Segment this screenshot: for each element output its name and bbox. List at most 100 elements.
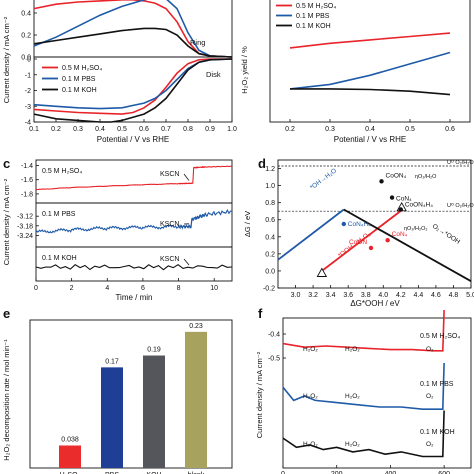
panel-letter-f: f bbox=[258, 306, 263, 321]
d-point bbox=[389, 195, 395, 200]
e-frame bbox=[29, 319, 233, 469]
d-point-label: CoON₄ bbox=[386, 172, 407, 179]
d-point-label: CoN₄H₄ bbox=[348, 221, 371, 228]
disk-legend-label: 0.1 M PBS bbox=[62, 76, 96, 83]
d-point bbox=[368, 245, 374, 251]
panel-e: 0.038 H₂SO₄ 0.17 PBS 0.19 KOH 0.23 blank H₂O₂ de… bbox=[2, 306, 233, 474]
disk-legend-label: 0.5 M H₂SO₄ bbox=[62, 65, 102, 72]
d-triangle bbox=[316, 267, 328, 277]
ring-series-0 bbox=[33, 0, 233, 58]
a-xtick-label: 0.3 bbox=[73, 126, 83, 133]
d-xtick-label: 3.6 bbox=[343, 292, 353, 299]
d-xtick-label: 4.4 bbox=[413, 292, 423, 299]
a-xtick-label: 0.5 bbox=[117, 126, 127, 133]
ring-tick-label: 0.4 bbox=[21, 11, 31, 18]
ring-label: Ring bbox=[190, 38, 205, 47]
c-xtick-label: 4 bbox=[105, 285, 109, 292]
d-ytick-label: 1.2 bbox=[265, 166, 275, 173]
ring-frame bbox=[33, 0, 233, 58]
b-series-2 bbox=[290, 88, 451, 96]
e-bar-label: 0.19 bbox=[147, 347, 161, 354]
d-xtick-label: 3.8 bbox=[361, 292, 371, 299]
a-xtick-label: 0.4 bbox=[95, 126, 105, 133]
d-xtick-label: 3.2 bbox=[308, 292, 318, 299]
ring-tick-label: 0.0 bbox=[21, 55, 31, 62]
d-xtick-label: 3.0 bbox=[291, 292, 301, 299]
c-ytick-label: -3.12 bbox=[17, 214, 33, 221]
f-xtick-label: 0 bbox=[281, 471, 285, 474]
d-point bbox=[379, 179, 384, 184]
d-xtick-label: 4.0 bbox=[378, 292, 388, 299]
d-point-label: CoON₄H₄ bbox=[405, 201, 433, 208]
panel-f: 0.5 M H₂SO₄ -0.4 -0.5 H₂O₂ H₂O₂ O₂ 0.1 M PBS H₂… bbox=[255, 306, 472, 474]
d-annot: ηO₂/H₂O bbox=[415, 174, 437, 180]
e-category-label: blank bbox=[188, 472, 205, 474]
d-annot: *OH→H₂O bbox=[309, 167, 338, 191]
f-ytick-label: -0.5 bbox=[268, 356, 280, 363]
d-ytick-label: 1.0 bbox=[265, 183, 275, 190]
disk-series-2 bbox=[33, 58, 233, 123]
a-xtick-label: 0.9 bbox=[205, 126, 215, 133]
panel-letter-e: e bbox=[3, 306, 10, 321]
c-sub-label: 0.5 M H₂SO₄ bbox=[42, 168, 82, 175]
d-ytick-label: 0.8 bbox=[265, 200, 275, 207]
c-annot-arrow bbox=[183, 173, 190, 181]
panel-letter-d: d bbox=[258, 156, 266, 171]
panel-letter-c: c bbox=[3, 156, 10, 171]
f-sub-label: 0.5 M H₂SO₄ bbox=[420, 333, 460, 340]
f-annot: H₂O₂ bbox=[303, 346, 318, 353]
disk-tick-label: -4 bbox=[25, 120, 31, 127]
e-bar-label: 0.17 bbox=[105, 358, 119, 365]
e-category-label: PBS bbox=[105, 472, 119, 474]
d-point-label: CoN₄ bbox=[392, 231, 408, 238]
d-xlabel: ΔG*OOH / eV bbox=[350, 299, 400, 308]
b-legend-label: 0.1 M KOH bbox=[296, 23, 331, 30]
d-point bbox=[398, 207, 404, 212]
disk-tick-label: -1 bbox=[25, 72, 31, 79]
f-annot: O₂ bbox=[426, 393, 434, 400]
a-xtick-label: 0.6 bbox=[139, 126, 149, 133]
b-xtick-label: 0.4 bbox=[365, 126, 375, 133]
c-annot: KSCN bbox=[160, 171, 179, 178]
f-annot: H₂O₂ bbox=[303, 441, 318, 448]
b-xtick-label: 0.6 bbox=[445, 126, 455, 133]
d-annot: *OOH→H₂O₂ bbox=[337, 230, 372, 259]
f-annot: H₂O₂ bbox=[345, 393, 360, 400]
d-ytick-label: 0.4 bbox=[265, 234, 275, 241]
e-bar bbox=[185, 331, 207, 468]
disk-tick-label: -2 bbox=[25, 88, 31, 95]
b-xtick-label: 0.2 bbox=[285, 126, 295, 133]
f-series-2 bbox=[282, 410, 445, 458]
e-bar bbox=[59, 445, 81, 468]
disk-frame bbox=[33, 56, 233, 123]
c-xtick-label: 0 bbox=[34, 285, 38, 292]
d-xtick-label: 5.0 bbox=[466, 292, 474, 299]
d-ytick-label: 0.0 bbox=[265, 268, 275, 275]
c-xtick-label: 2 bbox=[70, 285, 74, 292]
f-annot: H₂O₂ bbox=[303, 393, 318, 400]
f-annot: H₂O₂ bbox=[345, 346, 360, 353]
f-series-0 bbox=[282, 309, 445, 352]
c-annot: KSCN bbox=[160, 256, 179, 263]
c-ytick-label: -1.8 bbox=[21, 191, 33, 198]
f-annot: H₂O₂ bbox=[345, 441, 360, 448]
b-series-0 bbox=[289, 32, 451, 49]
b-legend-label: 0.1 M PBS bbox=[296, 13, 330, 20]
e-bar-label: 0.23 bbox=[189, 323, 203, 330]
d-black-line bbox=[343, 208, 472, 282]
d-xtick-label: 3.4 bbox=[326, 292, 336, 299]
panel-d: Uᴼ O₂/H₂O Uᴼ O₂/H₂O₂ CoN₄H₄ CoON CoN₄ CoON₄ Co… bbox=[243, 156, 474, 308]
f-annot: O₂ bbox=[426, 441, 434, 448]
disk-tick-label: 0 bbox=[27, 57, 31, 64]
c-xtick-label: 6 bbox=[141, 285, 145, 292]
b-xtick-label: 0.3 bbox=[325, 126, 335, 133]
e-ylabel: H₂O₂ decomposition rate / mol min⁻¹ bbox=[2, 339, 11, 461]
b-xtick-label: 0.5 bbox=[405, 126, 415, 133]
d-xtick-label: 4.8 bbox=[449, 292, 459, 299]
a-ylabel: Current density / mA cm⁻² bbox=[2, 16, 11, 103]
a-xtick-label: 0.1 bbox=[29, 126, 39, 133]
c-sub-label: 0.1 M KOH bbox=[42, 255, 77, 262]
c-annot: KSCN bbox=[160, 221, 179, 228]
c-ytick-label: -3.24 bbox=[17, 233, 33, 240]
